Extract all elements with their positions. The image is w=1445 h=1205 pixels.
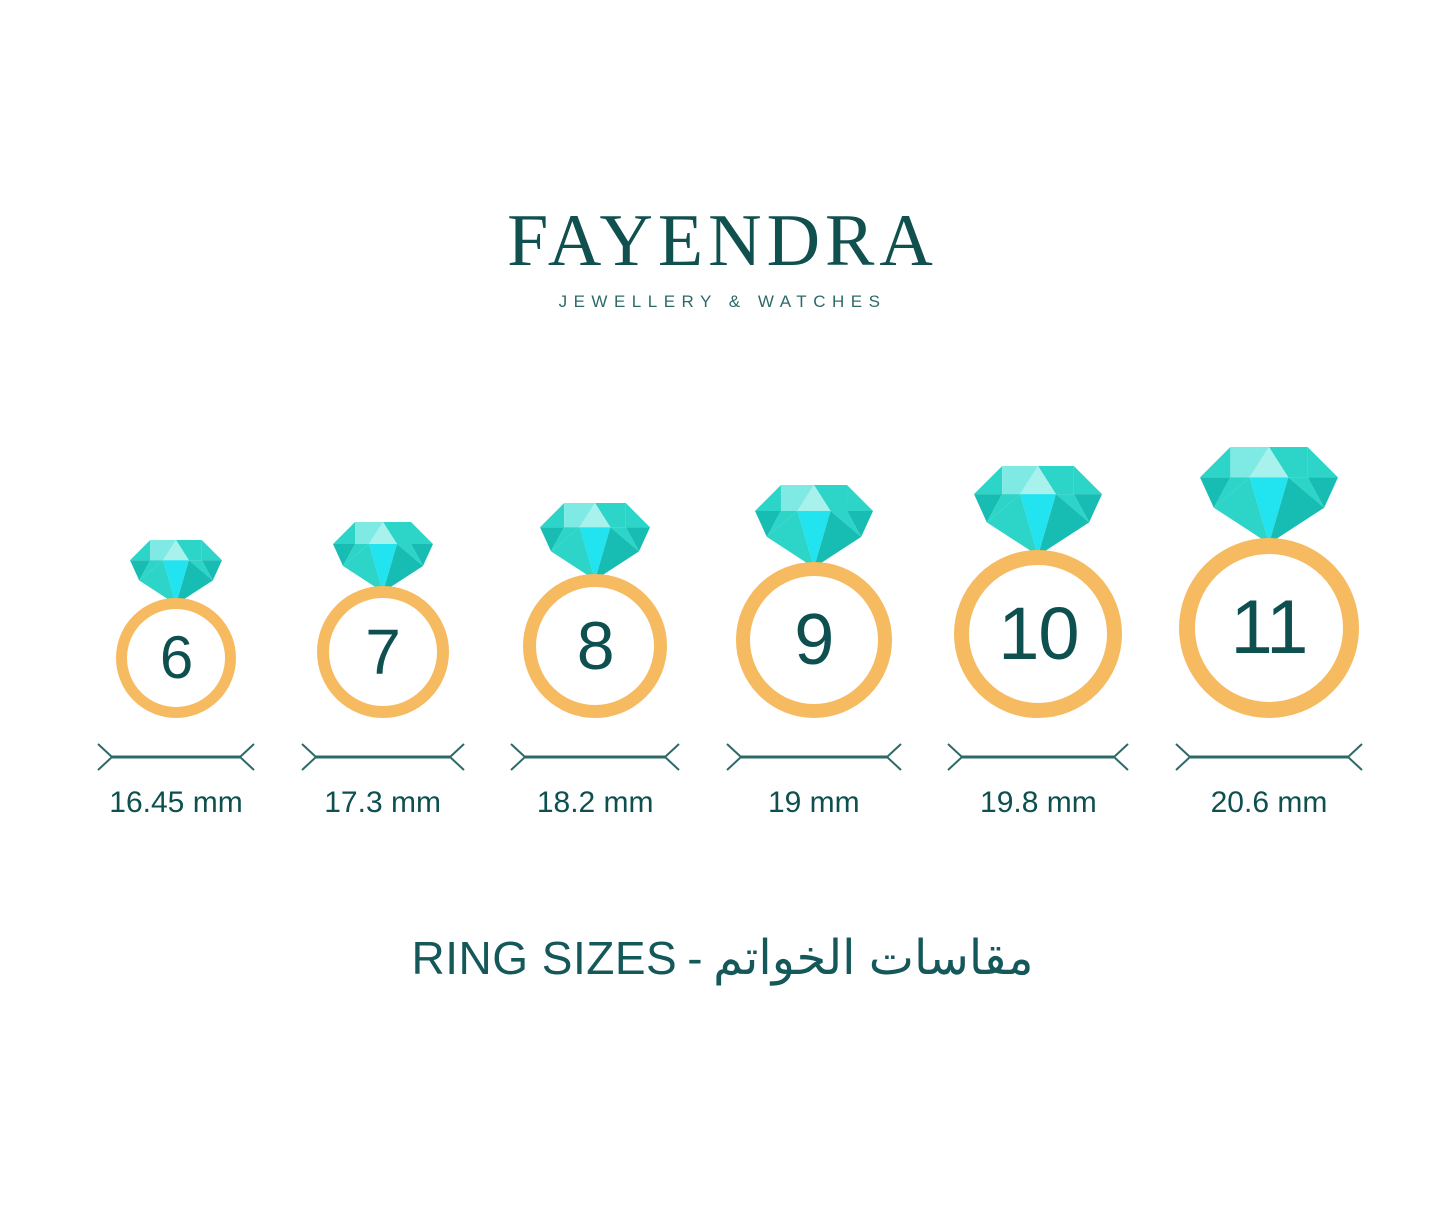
dimension-arrow (97, 743, 255, 771)
ring-band: 9 (735, 562, 892, 718)
brand-name: FAYENDRA (507, 200, 938, 282)
dimension-arrow (726, 743, 902, 771)
brand-logo: FAYENDRA JEWELLERY & WATCHES (0, 200, 1445, 312)
ring-band: 7 (316, 586, 449, 718)
dimension-arrow (300, 743, 465, 771)
dimension-arrow (1175, 743, 1363, 771)
caption-english: RING SIZES (411, 932, 678, 984)
ring-illustration: 10 (954, 466, 1123, 718)
diamond-icon (540, 503, 651, 580)
ring-band: 10 (954, 550, 1123, 718)
diamond-icon (754, 485, 873, 568)
ring-band: 11 (1178, 538, 1359, 718)
ring-size-number: 11 (1230, 585, 1309, 670)
ring-diameter-label: 19.8 mm (980, 786, 1097, 819)
ring-diameter-label: 16.45 mm (109, 786, 243, 819)
ring-size-item[interactable]: 10 19.8 mm (946, 466, 1130, 820)
ring-size-number: 6 (159, 624, 193, 691)
dimension-arrow (947, 743, 1130, 771)
ring-illustration: 9 (735, 485, 892, 718)
ring-illustration: 7 (316, 522, 449, 718)
diamond-icon (332, 522, 433, 592)
ring-size-item[interactable]: 9 19 mm (725, 485, 903, 820)
ring-size-number: 7 (365, 616, 401, 688)
ring-size-item[interactable]: 11 20.6 mm (1174, 447, 1364, 820)
diamond-icon (974, 466, 1103, 556)
ring-size-row: 6 16.45 mm 7 (96, 440, 1364, 820)
diamond-icon (1199, 447, 1338, 544)
dimension-arrow (510, 743, 680, 771)
ring-size-item[interactable]: 7 17.3 mm (300, 522, 466, 820)
ring-size-number: 9 (794, 600, 834, 680)
chart-caption: RING SIZES - مقاسات الخواتم (0, 930, 1445, 986)
caption-arabic: مقاسات الخواتم (713, 932, 1034, 985)
ring-diameter-label: 19 mm (767, 786, 860, 819)
ring-illustration: 11 (1178, 447, 1359, 718)
ring-size-item[interactable]: 6 16.45 mm (96, 539, 256, 820)
ring-illustration: 6 (116, 539, 236, 718)
ring-size-item[interactable]: 8 18.2 mm (509, 503, 681, 820)
ring-diameter-label: 18.2 mm (536, 786, 654, 819)
ring-diameter-label: 17.3 mm (324, 786, 441, 819)
ring-band: 6 (116, 598, 236, 718)
ring-illustration: 8 (523, 503, 668, 718)
caption-separator: - (687, 932, 704, 984)
ring-diameter-label: 20.6 mm (1210, 786, 1328, 819)
ring-size-number: 8 (576, 608, 615, 684)
ring-size-number: 10 (998, 592, 1079, 675)
ring-band: 8 (523, 574, 668, 718)
brand-tagline: JEWELLERY & WATCHES (558, 291, 887, 311)
diamond-icon (130, 539, 222, 604)
